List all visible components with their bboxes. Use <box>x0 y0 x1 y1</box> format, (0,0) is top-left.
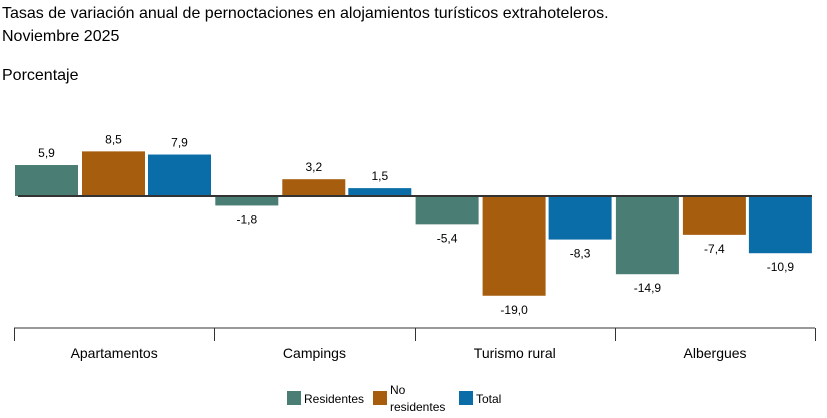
bar-no-residentes <box>282 179 346 196</box>
data-label: -5,4 <box>437 231 458 245</box>
legend-swatch <box>287 391 301 405</box>
y-axis-label: Porcentaje <box>2 67 79 84</box>
bar-total <box>748 196 812 254</box>
chart-subtitle: Noviembre 2025 <box>2 28 120 45</box>
bar-residentes <box>615 196 679 275</box>
bar-residentes <box>215 196 279 206</box>
legend-swatch <box>373 391 387 405</box>
category-label: Apartamentos <box>71 345 158 361</box>
data-label: -1,8 <box>236 212 257 226</box>
data-label: -8,3 <box>570 247 591 261</box>
bar-no-residentes <box>682 196 746 235</box>
data-label: 8,5 <box>105 132 122 146</box>
legend-label: residentes <box>390 400 445 414</box>
bar-residentes <box>415 196 479 225</box>
data-label: 7,9 <box>171 136 188 150</box>
bar-no-residentes <box>482 196 546 296</box>
bar-residentes <box>15 165 78 196</box>
legend-label: Total <box>476 392 501 406</box>
bar-no-residentes <box>82 151 145 196</box>
data-label: 5,9 <box>38 146 55 160</box>
data-label: 1,5 <box>371 169 388 183</box>
category-label: Albergues <box>684 345 747 361</box>
legend-swatch <box>459 391 473 405</box>
chart-title: Tasas de variación anual de pernoctacion… <box>2 5 609 22</box>
data-label: -14,9 <box>634 281 662 295</box>
legend-label: No <box>390 383 406 397</box>
bar-total <box>148 154 211 196</box>
category-label: Campings <box>283 345 346 361</box>
data-label: -10,9 <box>767 260 795 274</box>
data-label: 3,2 <box>305 160 322 174</box>
data-label: -7,4 <box>704 242 725 256</box>
data-label: -19,0 <box>500 303 528 317</box>
bar-total <box>548 196 612 240</box>
bar-total <box>348 188 412 196</box>
category-label: Turismo rural <box>474 345 556 361</box>
legend-label: Residentes <box>304 392 364 406</box>
